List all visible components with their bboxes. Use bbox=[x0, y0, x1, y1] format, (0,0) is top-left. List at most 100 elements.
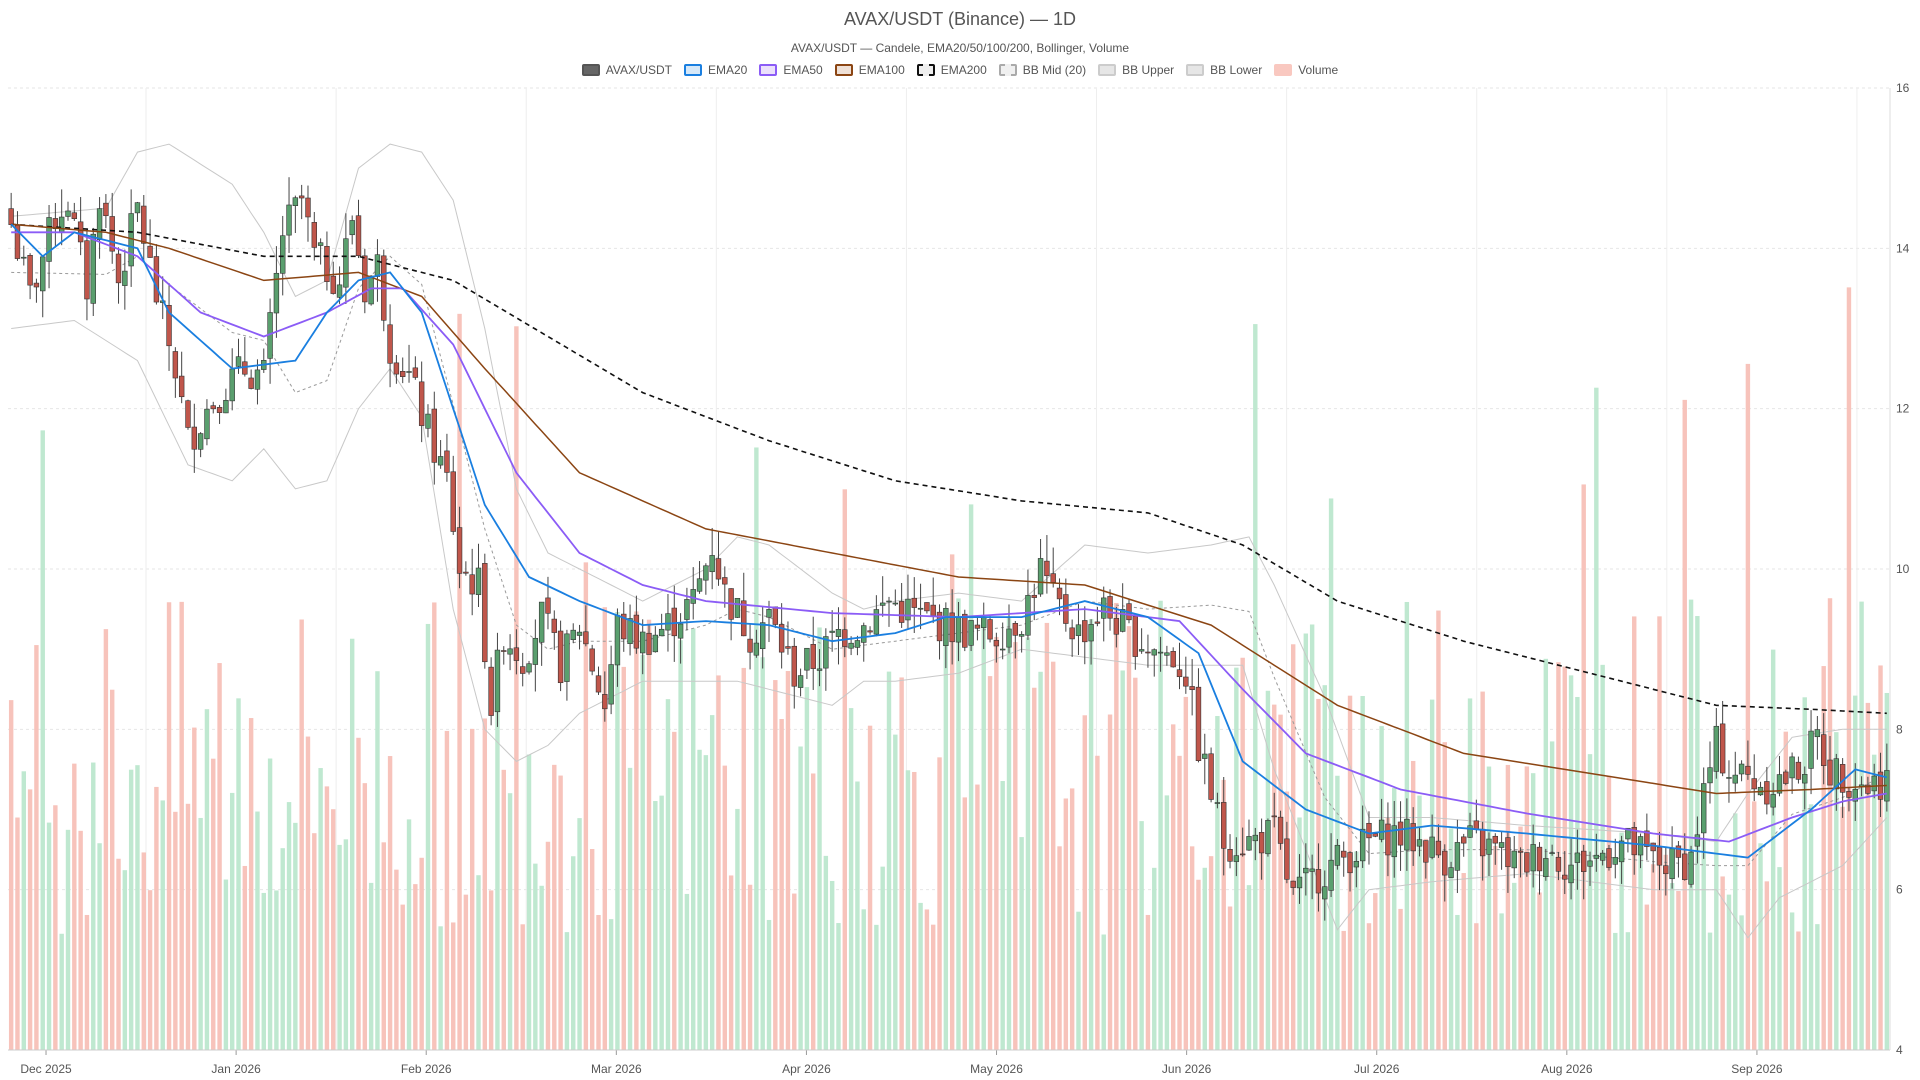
candle-body bbox=[374, 254, 381, 277]
candle-body bbox=[1650, 842, 1656, 852]
candle-body bbox=[27, 255, 33, 286]
candle-body bbox=[1524, 852, 1530, 873]
volume-bar bbox=[533, 863, 538, 1050]
candle-body bbox=[210, 405, 216, 410]
volume-bar bbox=[545, 841, 551, 1050]
volume-bar bbox=[394, 869, 399, 1050]
candle-body bbox=[166, 305, 172, 347]
volume-bar bbox=[507, 793, 513, 1050]
candle-body bbox=[1789, 756, 1795, 779]
volume-bar bbox=[659, 795, 664, 1050]
volume-bar bbox=[1777, 867, 1782, 1050]
x-tick-label: Jun 2026 bbox=[1162, 1062, 1212, 1076]
legend-item[interactable]: EMA50 bbox=[759, 63, 823, 77]
volume-bar bbox=[1625, 932, 1631, 1050]
candle-body bbox=[1833, 758, 1840, 790]
volume-bar bbox=[280, 848, 285, 1050]
legend-item[interactable]: BB Lower bbox=[1186, 63, 1262, 77]
candle-body bbox=[96, 208, 103, 240]
volume-bar bbox=[1101, 934, 1106, 1050]
candle-body bbox=[778, 624, 785, 653]
candle-body bbox=[229, 368, 235, 402]
volume-bar bbox=[501, 769, 506, 1050]
candle-body bbox=[406, 371, 412, 373]
volume-bar bbox=[1189, 846, 1195, 1050]
volume-bar bbox=[1884, 692, 1890, 1050]
volume-bar bbox=[1284, 791, 1290, 1050]
candle-body bbox=[1802, 774, 1808, 784]
volume-bar bbox=[1493, 846, 1498, 1050]
candle-body bbox=[602, 694, 608, 710]
legend-item[interactable]: BB Upper bbox=[1098, 63, 1174, 77]
volume-bar bbox=[1663, 854, 1669, 1050]
volume-bar bbox=[1032, 687, 1037, 1050]
volume-bar bbox=[229, 792, 235, 1050]
candle-body bbox=[254, 369, 261, 390]
x-tick-label: Apr 2026 bbox=[782, 1062, 831, 1076]
candle-body bbox=[1164, 652, 1170, 656]
candle-body bbox=[1151, 649, 1157, 656]
candle-body bbox=[595, 675, 602, 693]
volume-bar bbox=[596, 914, 601, 1050]
candle-body bbox=[646, 632, 652, 655]
volume-bar bbox=[1183, 696, 1189, 1050]
volume-bar bbox=[1259, 839, 1264, 1050]
candle-body bbox=[962, 613, 968, 648]
volume-bar bbox=[1783, 731, 1789, 1050]
candle-body bbox=[917, 607, 924, 610]
candle-body bbox=[930, 604, 936, 616]
volume-bar bbox=[274, 890, 279, 1050]
volume-bar bbox=[305, 736, 311, 1050]
volume-bar bbox=[1524, 766, 1530, 1050]
candle-body bbox=[1517, 850, 1524, 853]
x-tick-label: May 2026 bbox=[970, 1062, 1023, 1076]
candle-body bbox=[1719, 723, 1726, 774]
volume-bar bbox=[1455, 914, 1460, 1050]
candle-body bbox=[1454, 842, 1461, 871]
volume-bar bbox=[754, 447, 759, 1050]
volume-bar bbox=[1145, 914, 1151, 1050]
legend-item[interactable]: EMA200 bbox=[916, 63, 987, 77]
candle-body bbox=[1044, 560, 1050, 577]
volume-bar bbox=[1789, 912, 1795, 1050]
volume-bar bbox=[1120, 670, 1125, 1050]
volume-bar bbox=[1082, 715, 1087, 1050]
legend-label: BB Upper bbox=[1122, 63, 1175, 77]
legend-label: EMA50 bbox=[783, 63, 823, 77]
volume-bar bbox=[381, 842, 386, 1050]
legend-swatch bbox=[834, 64, 853, 76]
candle-body bbox=[734, 598, 741, 618]
legend-item[interactable]: EMA100 bbox=[834, 63, 905, 77]
volume-bar bbox=[160, 800, 165, 1050]
legend-item[interactable]: AVAX/USDT bbox=[581, 63, 672, 77]
candle-body bbox=[873, 609, 880, 635]
legend-item[interactable]: EMA20 bbox=[684, 63, 747, 77]
volume-bar bbox=[286, 802, 292, 1050]
volume-bar bbox=[476, 875, 481, 1050]
candle-body bbox=[494, 649, 501, 713]
candle-body bbox=[1258, 832, 1265, 854]
legend-item[interactable]: Volume bbox=[1274, 63, 1338, 77]
volume-bar bbox=[59, 933, 64, 1050]
volume-bar bbox=[248, 718, 254, 1050]
candle-body bbox=[330, 275, 336, 294]
candle-body bbox=[387, 324, 393, 364]
candle-body bbox=[703, 565, 709, 581]
volume-bar bbox=[1152, 867, 1157, 1050]
volume-bar bbox=[1764, 881, 1770, 1050]
volume-bar bbox=[1499, 913, 1504, 1050]
volume-bar bbox=[602, 607, 608, 1050]
x-tick-label: Dec 2025 bbox=[20, 1062, 72, 1076]
candle-body bbox=[1075, 624, 1082, 636]
candle-body bbox=[1239, 853, 1246, 856]
candle-body bbox=[999, 648, 1006, 651]
candle-body bbox=[1227, 849, 1233, 862]
legend-item[interactable]: BB Mid (20) bbox=[998, 63, 1086, 77]
volume-bar bbox=[583, 562, 589, 1050]
candle-body bbox=[223, 399, 229, 414]
volume-bar bbox=[1853, 695, 1858, 1050]
volume-bar bbox=[514, 326, 519, 1050]
candle-body bbox=[431, 408, 437, 463]
candle-body bbox=[1113, 618, 1120, 635]
volume-bar bbox=[1644, 904, 1650, 1050]
